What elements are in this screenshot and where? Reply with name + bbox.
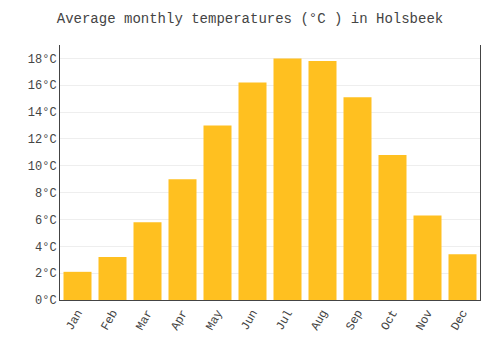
svg-text:Jun: Jun xyxy=(238,307,261,333)
svg-text:May: May xyxy=(203,307,226,333)
svg-text:2°C: 2°C xyxy=(35,267,57,281)
svg-text:4°C: 4°C xyxy=(35,241,57,255)
svg-text:Average monthly temperatures (: Average monthly temperatures (°C ) in Ho… xyxy=(57,11,443,27)
svg-text:Dec: Dec xyxy=(448,307,471,333)
svg-text:16°C: 16°C xyxy=(28,79,57,93)
svg-text:10°C: 10°C xyxy=(28,160,57,174)
svg-text:Aug: Aug xyxy=(308,307,331,333)
svg-text:14°C: 14°C xyxy=(28,106,57,120)
svg-text:Jul: Jul xyxy=(273,307,296,333)
svg-text:Apr: Apr xyxy=(168,307,191,333)
svg-text:6°C: 6°C xyxy=(35,214,57,228)
svg-text:Feb: Feb xyxy=(98,307,121,333)
svg-text:0°C: 0°C xyxy=(35,294,57,308)
svg-text:Sep: Sep xyxy=(343,307,366,333)
svg-text:Oct: Oct xyxy=(378,307,401,333)
svg-text:8°C: 8°C xyxy=(35,187,57,201)
svg-text:12°C: 12°C xyxy=(28,133,57,147)
svg-text:Nov: Nov xyxy=(413,307,436,333)
svg-text:18°C: 18°C xyxy=(28,53,57,67)
svg-text:Jan: Jan xyxy=(63,307,86,333)
svg-text:Mar: Mar xyxy=(133,307,156,333)
